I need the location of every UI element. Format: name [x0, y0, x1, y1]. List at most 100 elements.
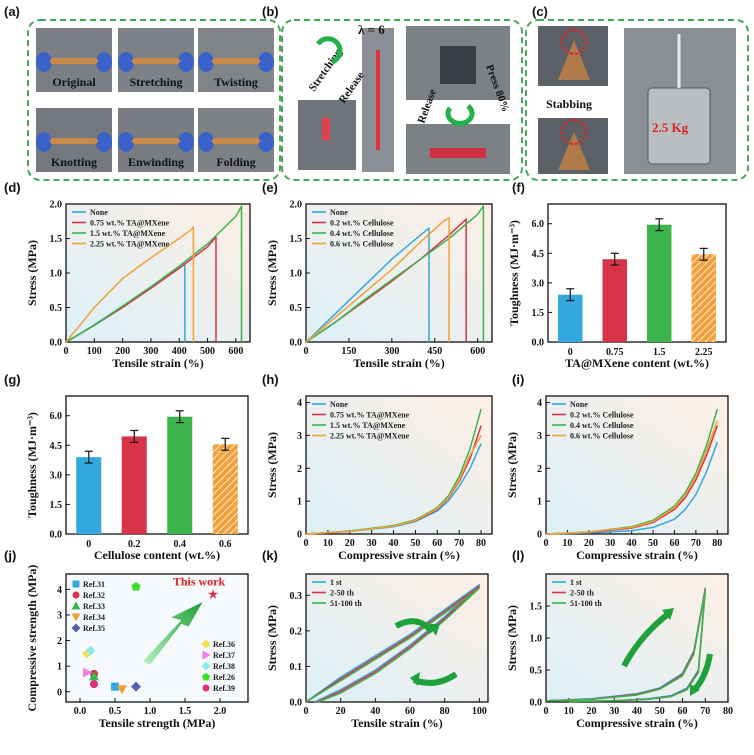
x-tick-label: 2.25 — [695, 347, 713, 358]
x-tick-label: 0 — [304, 346, 309, 357]
x-tick-label: 30 — [609, 706, 619, 717]
trend-arrow — [143, 602, 203, 665]
x-tick-label: 20 — [584, 538, 594, 549]
point-ref-37 — [83, 667, 92, 678]
y-tick-label: 0.5 — [50, 303, 63, 314]
y-axis-label: Stress (MPa) — [265, 605, 279, 671]
x-tick-label: 100 — [472, 706, 487, 717]
plot-frame — [305, 573, 489, 703]
y-tick-label: 3.0 — [532, 278, 545, 289]
y-tick-label: 0.0 — [290, 338, 303, 349]
y-tick-label: 2 — [57, 636, 62, 647]
x-tick-label: 20 — [336, 706, 346, 717]
x-axis-label: Tensile strength (MPa) — [99, 716, 216, 730]
x-axis-label: Tensile strain (%) — [353, 356, 445, 370]
panel-label-c: (c) — [532, 4, 548, 19]
bar-0 — [76, 457, 102, 534]
lambda-label: λ = 6 — [358, 22, 385, 37]
glove-icon — [118, 132, 134, 152]
plot-frame — [545, 395, 729, 535]
cycle-arrow-stretch — [315, 36, 343, 65]
x-tick-label: 30 — [367, 538, 377, 549]
x-tick-label: 40 — [627, 538, 637, 549]
chart-e: (e) 0.0 0.5 1.0 1.5 2.0 0 150 300 450 600 Tensile s… — [262, 180, 493, 370]
this-work-label: This work — [173, 575, 226, 589]
legend-entry-2-25-wt-ta-mxene: 2.25 wt.% TA@MXene — [90, 240, 170, 249]
y-tick-label: 2.0 — [50, 200, 63, 211]
y-axis-label: Toughness (MJ·m⁻³) — [25, 412, 39, 518]
x-tick-label: 10 — [564, 706, 574, 717]
stabbing-label: Stabbing — [546, 97, 592, 111]
panel-label-e: (e) — [262, 180, 278, 195]
y-tick-label: 0.2 — [290, 626, 303, 637]
legend-entry-ref-31: Ref.31 — [83, 580, 105, 589]
x-tick-label: 600 — [228, 346, 243, 357]
x-tick-label: 1.5 — [653, 347, 666, 358]
weight-label: 2.5 Kg — [652, 120, 689, 135]
x-tick-label: 30 — [605, 538, 615, 549]
panel-c: (c) Stabbing 2.5 Kg — [525, 4, 749, 181]
legend-entry-0-4-wt-cellulose: 0.4 wt.% Cellulose — [330, 229, 394, 238]
glove-icon — [36, 52, 52, 72]
x-tick-label: 80 — [476, 538, 486, 549]
y-tick-label: 1.5 — [50, 234, 63, 245]
point-ref-33 — [89, 671, 99, 681]
y-tick-label: 0.0 — [50, 338, 63, 349]
photo-label-original: Original — [52, 75, 96, 89]
point-this-work — [207, 588, 219, 599]
x-tick-label: 70 — [700, 706, 710, 717]
photo-label-twisting: Twisting — [214, 75, 258, 89]
photo-label-stretching: Stretching — [129, 75, 182, 89]
x-tick-label: 200 — [115, 346, 130, 357]
y-tick-label: 0 — [57, 687, 62, 698]
bar-2-25 — [691, 254, 716, 342]
x-tick-label: 150 — [341, 346, 356, 357]
x-tick-label: 2.0 — [214, 706, 227, 717]
point-ref-39 — [90, 680, 98, 689]
legend-entry-0-6-wt-cellulose: 0.6 wt.% Cellulose — [330, 240, 394, 249]
x-tick-label: 50 — [655, 706, 665, 717]
series-line-0-6-wt-cellulose — [305, 217, 450, 343]
loading-arrow — [394, 618, 435, 634]
plot-frame — [65, 395, 249, 535]
plot-area — [66, 204, 250, 342]
sample-strip — [132, 138, 180, 144]
x-tick-label: 40 — [370, 706, 380, 717]
photo-label-knotting: Knotting — [51, 155, 97, 169]
legend-entry-0-2-wt-cellulose: 0.2 wt.% Cellulose — [570, 411, 634, 420]
series-line-2-25-wt-ta-mxene — [65, 226, 195, 343]
legend-entry-2-50-th: 2-50 th — [330, 589, 354, 598]
chart-d: (d) 0.0 0.5 1.0 1.5 2.0 0 100 200 300 400 500 600 Ten… — [4, 180, 251, 370]
series-line-none — [305, 227, 430, 343]
panel-label-g: (g) — [4, 372, 21, 387]
x-tick-label: 0 — [568, 347, 573, 358]
series-line-0-4-wt-cellulose — [305, 205, 485, 343]
y-tick-label: 1.0 — [50, 269, 63, 280]
arrow-head — [428, 624, 440, 636]
y-tick-label: 0.0 — [530, 698, 543, 709]
panel-label-b: (b) — [262, 4, 279, 19]
loading-arrow — [621, 611, 670, 668]
series-line-2-25-wt-ta-mxene — [305, 435, 482, 535]
legend-entry-none: None — [330, 400, 348, 409]
x-tick-label: 70 — [691, 538, 701, 549]
y-tick-label: 3 — [537, 431, 542, 442]
legend-entry-1-5-wt-ta-mxene: 1.5 wt.% TA@MXene — [90, 229, 166, 238]
x-tick-label: 500 — [200, 346, 215, 357]
chart-l: (l) 0.0 0.5 1.0 1.5 0 10 20 30 40 50 60 70 80 Compress… — [505, 548, 733, 730]
legend-entry-ref-26: Ref.26 — [213, 673, 235, 682]
x-tick-label: 0 — [544, 538, 549, 549]
panel-label-f: (f) — [512, 180, 525, 195]
x-tick-label: 80 — [712, 538, 722, 549]
legend-marker-ref-31 — [72, 580, 80, 588]
legend-marker-ref-39 — [202, 684, 210, 692]
legend-marker-ref-38 — [201, 661, 211, 671]
panel-label-k: (k) — [262, 548, 278, 563]
x-tick-label: 70 — [454, 538, 464, 549]
legend-entry-0-6-wt-cellulose: 0.6 wt.% Cellulose — [570, 432, 634, 441]
x-tick-label: 60 — [669, 538, 679, 549]
panel-label-h: (h) — [262, 372, 279, 387]
y-tick-label: 2.0 — [290, 200, 303, 211]
